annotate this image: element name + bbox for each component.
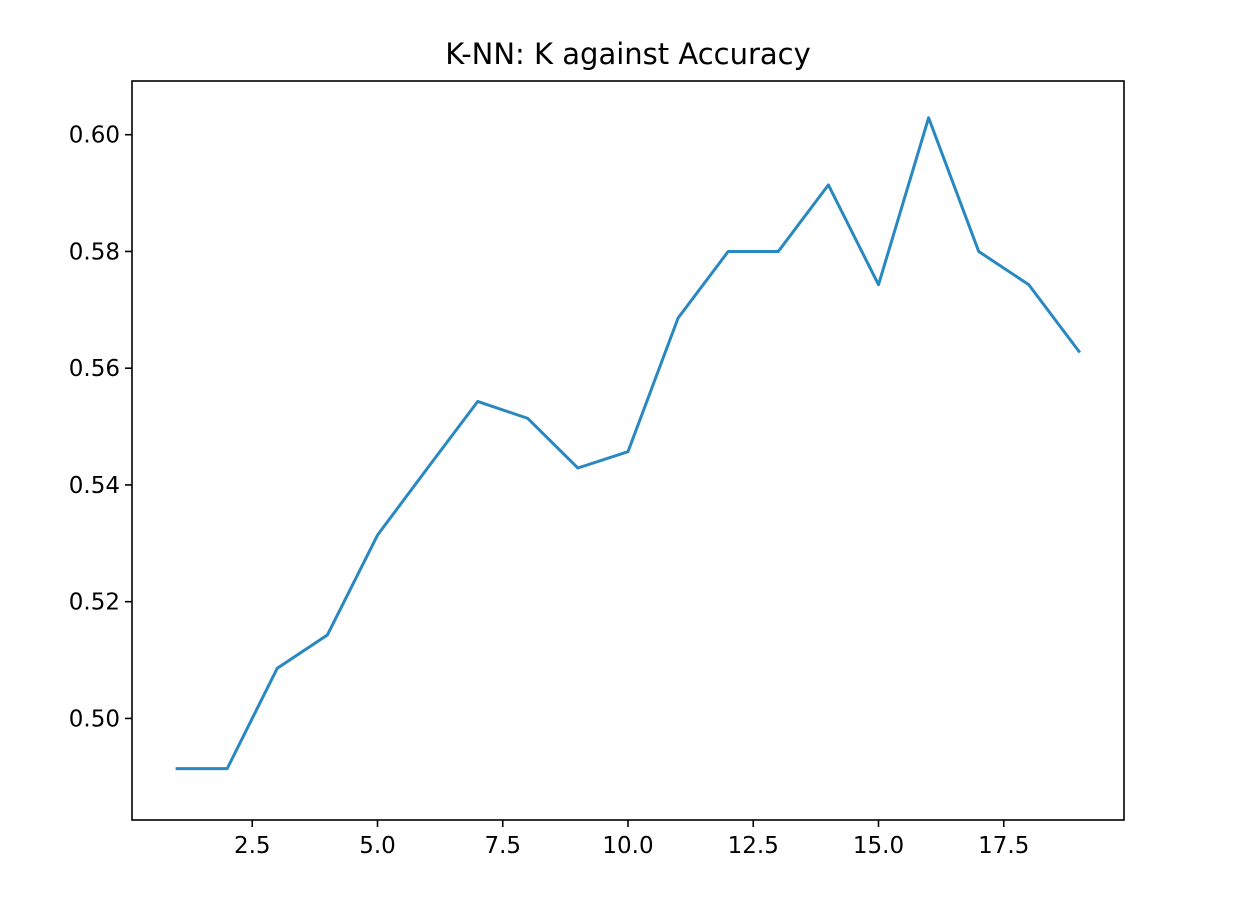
y-tick-label: 0.60: [69, 123, 120, 149]
chart-title: K-NN: K against Accuracy: [445, 37, 811, 71]
series-layer: [175, 116, 1082, 771]
y-tick-label: 0.56: [69, 356, 120, 382]
x-tick-label: 12.5: [728, 833, 779, 859]
series-line: [175, 116, 1082, 771]
plot-frame: [131, 80, 1125, 821]
x-tick-label: 2.5: [234, 833, 271, 859]
y-tick-label: 0.52: [69, 590, 120, 616]
x-tick-label: 5.0: [359, 833, 396, 859]
x-tick-label: 7.5: [484, 833, 521, 859]
y-axis: 0.50 0.52 0.54 0.56 0.58 0.60: [69, 123, 132, 732]
y-tick-label: 0.58: [69, 239, 120, 265]
x-axis: 2.5 5.0 7.5 10.0 12.5 15.0 17.5: [234, 820, 1029, 859]
x-tick-label: 17.5: [978, 833, 1029, 859]
x-tick-label: 15.0: [853, 833, 904, 859]
x-tick-label: 10.0: [602, 833, 653, 859]
y-tick-label: 0.50: [69, 706, 120, 732]
y-tick-label: 0.54: [69, 473, 120, 499]
